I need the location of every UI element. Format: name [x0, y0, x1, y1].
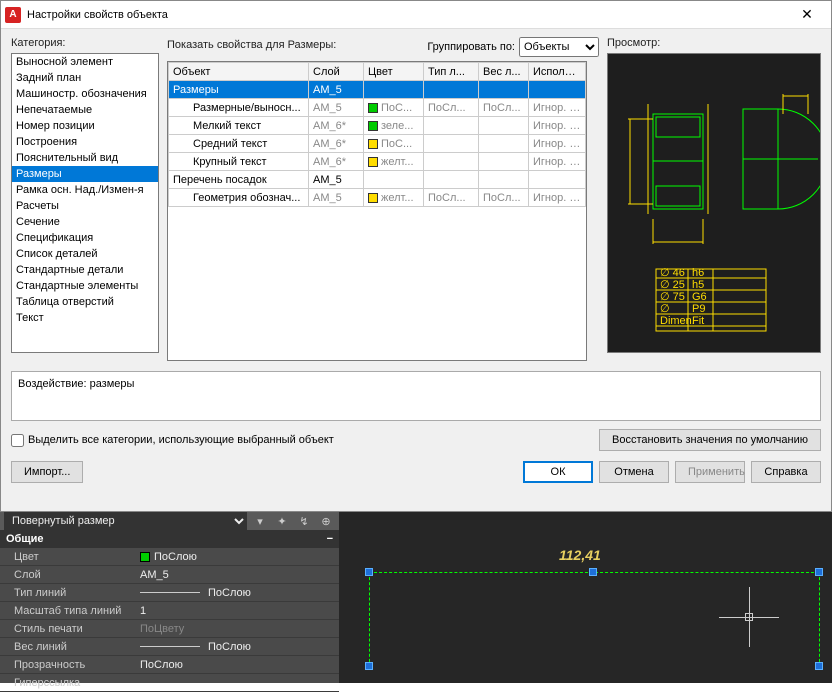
property-row[interactable]: Тип линийПоСлою [0, 584, 339, 602]
category-item[interactable]: Текст [12, 310, 158, 326]
table-row[interactable]: Перечень посадокAM_5 [169, 171, 586, 189]
group-header-general[interactable]: Общие− [0, 530, 339, 548]
svg-text:∅ 75: ∅ 75 [660, 291, 685, 303]
help-button[interactable]: Справка [751, 461, 821, 483]
grip-mid[interactable] [589, 568, 597, 576]
category-item[interactable]: Непечатаемые [12, 102, 158, 118]
column-header[interactable]: Цвет [364, 63, 424, 81]
category-item[interactable]: Задний план [12, 70, 158, 86]
properties-panel: Повернутый размер ▾ ✦ ↯ ⊕ Общие− ЦветПоС… [0, 512, 339, 683]
category-item[interactable]: Таблица отверстий [12, 294, 158, 310]
category-item[interactable]: Выносной элемент [12, 54, 158, 70]
svg-text:Fit: Fit [692, 315, 704, 327]
property-row[interactable]: ПрозрачностьПоСлою [0, 656, 339, 674]
category-item[interactable]: Машиностр. обозначения [12, 86, 158, 102]
object-type-select[interactable]: Повернутый размер [4, 512, 247, 530]
table-row[interactable]: Размерные/выносн...AM_5ПоС...ПоСл...ПоСл… [169, 99, 586, 117]
properties-grid[interactable]: ОбъектСлойЦветТип л...Вес л...Использ...… [167, 61, 587, 361]
drawing-viewport[interactable]: 112,41 [339, 512, 832, 683]
preview-label: Просмотр: [607, 37, 821, 49]
highlight-all-checkbox[interactable]: Выделить все категории, использующие выб… [11, 434, 334, 447]
category-item[interactable]: Расчеты [12, 198, 158, 214]
table-row[interactable]: Средний текстAM_6*ПоС...Игнор. н... [169, 135, 586, 153]
grip[interactable] [365, 662, 373, 670]
import-button[interactable]: Импорт... [11, 461, 83, 483]
table-row[interactable]: РазмерыAM_5 [169, 81, 586, 99]
group-by-select[interactable]: Объекты [519, 37, 599, 57]
category-item[interactable]: Пояснительный вид [12, 150, 158, 166]
column-header[interactable]: Использ... [529, 63, 586, 81]
table-row[interactable]: Мелкий текстAM_6*зеле...Игнор. н... [169, 117, 586, 135]
preview-column: Просмотр: ∅ 46 h6 ∅ 25 h5 ∅ 75 G6 ∅ P9Dimen.Fit [607, 37, 821, 361]
property-row[interactable]: Вес линийПоСлою [0, 638, 339, 656]
grip[interactable] [815, 662, 823, 670]
show-props-label: Показать свойства для Размеры: [167, 39, 336, 51]
svg-text:h5: h5 [692, 279, 704, 291]
table-row[interactable]: Геометрия обознач...AM_5желт...ПоСл...По… [169, 189, 586, 207]
svg-text:P9: P9 [692, 303, 705, 315]
svg-text:h6: h6 [692, 267, 704, 279]
pickbox [745, 613, 753, 621]
restore-defaults-button[interactable]: Восстановить значения по умолчанию [599, 429, 821, 451]
property-row[interactable]: СлойAM_5 [0, 566, 339, 584]
category-label: Категория: [11, 37, 159, 49]
pick-add-icon[interactable]: ✦ [273, 512, 291, 530]
column-header[interactable]: Тип л... [424, 63, 479, 81]
properties-column: Показать свойства для Размеры: Группиров… [167, 37, 599, 361]
dimension-text[interactable]: 112,41 [559, 547, 601, 563]
apply-button[interactable]: Применить [675, 461, 745, 483]
property-row[interactable]: ЦветПоСлою [0, 548, 339, 566]
group-by-label: Группировать по: [427, 41, 515, 53]
category-item[interactable]: Список деталей [12, 246, 158, 262]
property-row[interactable]: Масштаб типа линий1 [0, 602, 339, 620]
category-list[interactable]: Выносной элементЗадний планМашиностр. об… [11, 53, 159, 353]
app-icon: A [5, 7, 21, 23]
category-item[interactable]: Размеры [12, 166, 158, 182]
table-row[interactable]: Крупный текстAM_6*желт...Игнор. н... [169, 153, 586, 171]
ok-button[interactable]: ОК [523, 461, 593, 483]
column-header[interactable]: Слой [309, 63, 364, 81]
titlebar: A Настройки свойств объекта ✕ [1, 1, 831, 29]
property-row[interactable]: Стиль печатиПоЦвету [0, 620, 339, 638]
close-button[interactable]: ✕ [787, 1, 827, 29]
grip[interactable] [815, 568, 823, 576]
dialog-title: Настройки свойств объекта [27, 9, 787, 21]
category-item[interactable]: Стандартные элементы [12, 278, 158, 294]
property-row[interactable]: Гиперссылка [0, 674, 339, 692]
category-item[interactable]: Построения [12, 134, 158, 150]
svg-text:Dimen.: Dimen. [660, 315, 695, 327]
settings-dialog: A Настройки свойств объекта ✕ Категория:… [0, 0, 832, 512]
chevron-down-icon[interactable]: ▾ [251, 512, 269, 530]
collapse-icon[interactable]: − [327, 533, 333, 545]
impact-label: Воздействие: размеры [18, 378, 134, 390]
select-icon[interactable]: ↯ [295, 512, 313, 530]
svg-text:∅: ∅ [660, 303, 670, 315]
category-column: Категория: Выносной элементЗадний планМа… [11, 37, 159, 361]
cad-lower-area: Повернутый размер ▾ ✦ ↯ ⊕ Общие− ЦветПоС… [0, 512, 832, 683]
svg-text:G6: G6 [692, 291, 707, 303]
impact-box: Воздействие: размеры [11, 371, 821, 421]
category-item[interactable]: Рамка осн. Над./Измен-я [12, 182, 158, 198]
highlight-all-input[interactable] [11, 434, 24, 447]
svg-text:∅ 46: ∅ 46 [660, 267, 685, 279]
column-header[interactable]: Объект [169, 63, 309, 81]
cancel-button[interactable]: Отмена [599, 461, 669, 483]
quick-select-icon[interactable]: ⊕ [317, 512, 335, 530]
extension-line-right[interactable] [819, 572, 820, 667]
category-item[interactable]: Спецификация [12, 230, 158, 246]
category-item[interactable]: Номер позиции [12, 118, 158, 134]
column-header[interactable]: Вес л... [479, 63, 529, 81]
properties-panel-header: Повернутый размер ▾ ✦ ↯ ⊕ [0, 512, 339, 530]
grip[interactable] [365, 568, 373, 576]
extension-line-left[interactable] [369, 572, 370, 667]
category-item[interactable]: Сечение [12, 214, 158, 230]
svg-text:∅ 25: ∅ 25 [660, 279, 685, 291]
category-item[interactable]: Стандартные детали [12, 262, 158, 278]
preview-box: ∅ 46 h6 ∅ 25 h5 ∅ 75 G6 ∅ P9Dimen.Fit [607, 53, 821, 353]
